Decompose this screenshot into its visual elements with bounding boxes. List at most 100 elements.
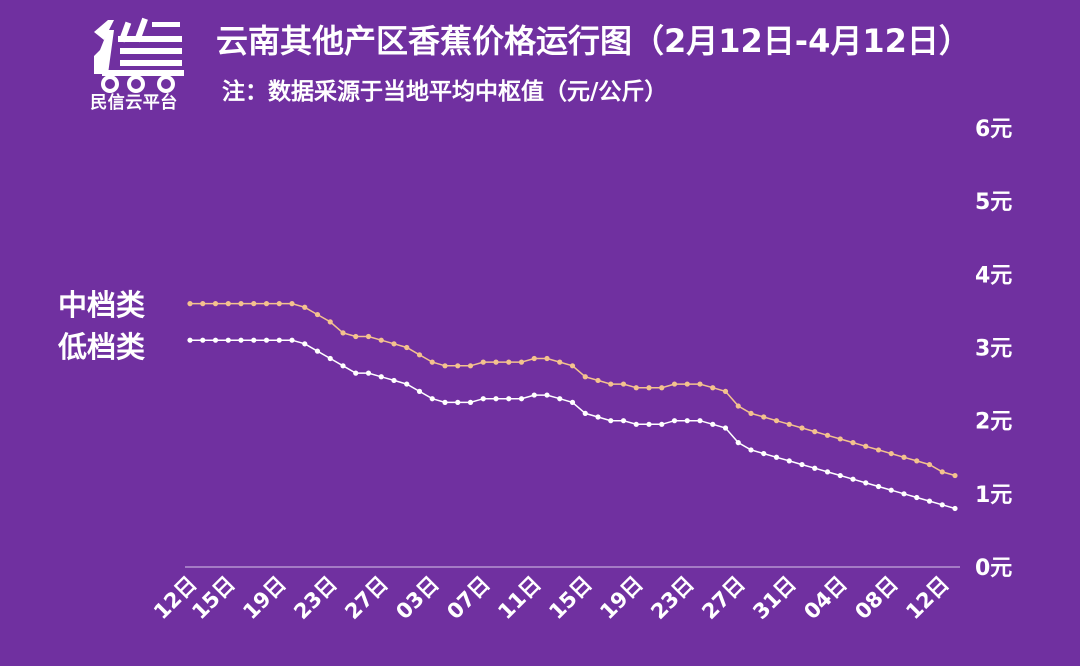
data-point	[722, 425, 729, 431]
data-point	[926, 498, 933, 504]
data-point	[212, 337, 219, 343]
data-point	[850, 440, 856, 446]
data-point	[952, 505, 958, 512]
data-point	[952, 472, 958, 479]
y-tick-label: 3元	[975, 337, 1012, 362]
data-point	[773, 418, 780, 424]
data-point	[378, 374, 384, 380]
data-point	[646, 385, 652, 391]
data-point	[773, 454, 780, 460]
data-point	[353, 370, 359, 376]
data-point	[620, 418, 627, 424]
data-point	[263, 301, 270, 307]
series-line-mid	[190, 302, 956, 477]
data-point	[659, 385, 665, 391]
data-point	[812, 429, 818, 435]
data-point	[786, 458, 792, 464]
data-point	[455, 363, 461, 369]
data-point	[824, 432, 831, 438]
data-point	[289, 337, 295, 343]
data-point	[671, 418, 678, 424]
data-point	[225, 337, 231, 343]
data-point	[850, 476, 856, 482]
data-point	[939, 469, 945, 475]
data-point	[442, 363, 448, 369]
data-point	[416, 352, 423, 358]
data-point	[595, 377, 601, 384]
x-tick-label: 12日	[149, 572, 201, 624]
x-tick-label: 12日	[901, 572, 953, 624]
data-point	[238, 301, 244, 307]
x-tick-label: 11日	[493, 572, 545, 624]
x-tick-label: 19日	[595, 572, 647, 624]
data-point	[926, 461, 933, 468]
data-point	[735, 403, 741, 409]
data-point	[863, 480, 869, 486]
x-tick-label: 15日	[187, 572, 239, 624]
data-point	[506, 396, 512, 402]
data-point	[442, 399, 448, 405]
data-point	[710, 385, 716, 391]
data-point	[353, 333, 359, 340]
data-point	[646, 421, 652, 427]
data-point	[569, 399, 576, 405]
data-point	[748, 447, 754, 453]
data-point	[786, 421, 792, 427]
data-point	[697, 381, 703, 387]
data-point	[799, 461, 805, 468]
data-point	[671, 381, 678, 387]
data-point	[518, 396, 525, 402]
data-point	[365, 370, 372, 376]
data-point	[314, 348, 321, 354]
data-point	[480, 396, 486, 402]
data-point	[697, 418, 703, 424]
chart-subtitle: 注：数据采源于当地平均中枢值（元/公斤）	[222, 79, 668, 105]
data-point	[544, 392, 550, 398]
data-point	[684, 418, 690, 424]
data-point	[824, 469, 831, 475]
data-point	[200, 301, 206, 307]
y-tick-label: 2元	[975, 410, 1012, 435]
data-point	[875, 447, 882, 453]
data-point	[187, 337, 193, 343]
data-point	[633, 385, 639, 391]
data-point	[200, 337, 206, 343]
x-tick-label: 07日	[442, 572, 494, 624]
data-point	[939, 502, 945, 508]
data-point	[429, 396, 435, 402]
data-point	[289, 301, 295, 307]
data-point	[455, 399, 461, 405]
data-point	[761, 450, 767, 457]
data-point	[684, 381, 690, 387]
data-point	[888, 487, 894, 493]
data-point	[365, 333, 372, 340]
data-point	[710, 421, 716, 427]
data-point	[302, 304, 308, 310]
data-point	[569, 363, 576, 369]
data-point	[799, 425, 805, 431]
data-point	[404, 344, 410, 351]
truck-icon	[94, 17, 184, 93]
data-point	[557, 359, 563, 365]
data-point	[748, 410, 754, 416]
data-point	[467, 363, 474, 369]
data-point	[863, 443, 869, 449]
data-point	[391, 377, 397, 384]
data-point	[901, 454, 907, 460]
data-point	[327, 355, 333, 362]
data-point	[212, 301, 219, 307]
data-point	[302, 341, 308, 347]
data-point	[340, 363, 346, 369]
x-tick-label: 19日	[238, 572, 290, 624]
data-point	[480, 359, 486, 365]
data-point	[595, 414, 601, 420]
data-point	[467, 399, 474, 405]
data-point	[531, 392, 537, 398]
data-point	[429, 359, 435, 365]
x-tick-label: 04日	[799, 572, 851, 624]
data-point	[493, 359, 499, 365]
data-point	[837, 436, 843, 442]
x-tick-label: 31日	[748, 572, 800, 624]
x-tick-label: 23日	[289, 572, 341, 624]
